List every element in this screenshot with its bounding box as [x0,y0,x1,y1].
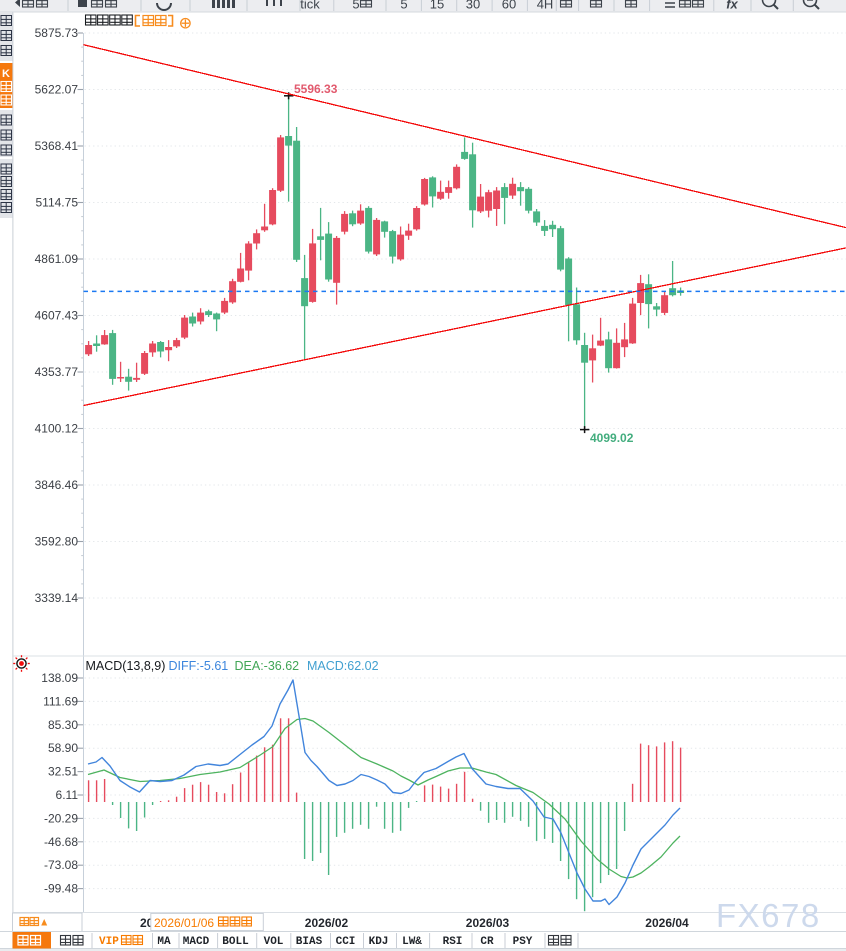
svg-text:KDJ: KDJ [369,936,389,948]
svg-text:FX678: FX678 [716,897,821,934]
svg-text:4861.09: 4861.09 [35,252,79,266]
svg-text:30: 30 [466,0,480,12]
svg-text:-73.08: -73.08 [44,858,78,872]
svg-text:5: 5 [400,0,407,12]
svg-text:138.09: 138.09 [41,671,78,685]
svg-text:5875.73: 5875.73 [35,26,79,40]
svg-text:-99.48: -99.48 [44,882,78,896]
svg-text:5596.33: 5596.33 [294,82,338,96]
svg-text:-20.29: -20.29 [44,811,78,825]
svg-text:111.69: 111.69 [43,694,78,708]
svg-text:BIAS: BIAS [296,936,323,948]
svg-text:-46.68: -46.68 [44,835,78,849]
svg-text:4100.12: 4100.12 [35,422,79,436]
svg-text:15: 15 [430,0,444,12]
svg-text:5114.75: 5114.75 [36,196,79,210]
svg-text:fx: fx [726,0,738,12]
svg-text:BOLL: BOLL [222,936,249,948]
svg-text:2026/02: 2026/02 [305,916,349,930]
svg-text:3846.46: 3846.46 [35,478,79,492]
svg-text:2026/03: 2026/03 [466,916,510,930]
svg-text:DEA:-36.62: DEA:-36.62 [235,659,300,673]
svg-text:32.51: 32.51 [48,765,78,779]
svg-text:K: K [2,68,10,80]
svg-text:85.30: 85.30 [48,718,78,732]
svg-text:2026/04: 2026/04 [645,916,689,930]
svg-text:tick: tick [300,0,320,12]
svg-text:5622.07: 5622.07 [35,83,79,97]
svg-text:3339.14: 3339.14 [35,591,79,605]
svg-text:CR: CR [480,936,494,948]
svg-text:PSY: PSY [513,936,533,948]
svg-text:2026/01/06: 2026/01/06 [154,916,214,930]
svg-text:4H: 4H [537,0,554,12]
svg-text:4607.43: 4607.43 [35,309,79,323]
svg-text:3592.80: 3592.80 [35,535,79,549]
svg-text:4353.77: 4353.77 [35,365,79,379]
svg-text:4099.02: 4099.02 [590,431,634,445]
svg-text:60: 60 [502,0,516,12]
svg-text:CCI: CCI [336,936,356,948]
svg-text:5368.41: 5368.41 [35,139,79,153]
svg-text:RSI: RSI [443,936,463,948]
svg-text:MACD(13,8,9): MACD(13,8,9) [86,659,166,673]
svg-text:MA: MA [157,936,171,948]
svg-text:DIFF:-5.61: DIFF:-5.61 [169,659,229,673]
svg-text:MACD:62.02: MACD:62.02 [307,659,379,673]
svg-text:VIP: VIP [99,936,119,948]
svg-text:58.90: 58.90 [48,741,78,755]
svg-text:VOL: VOL [264,936,284,948]
svg-text:MACD: MACD [183,936,210,948]
svg-text:5: 5 [352,0,359,12]
svg-text:6.11: 6.11 [56,788,79,802]
svg-text:LW&: LW& [402,936,422,948]
